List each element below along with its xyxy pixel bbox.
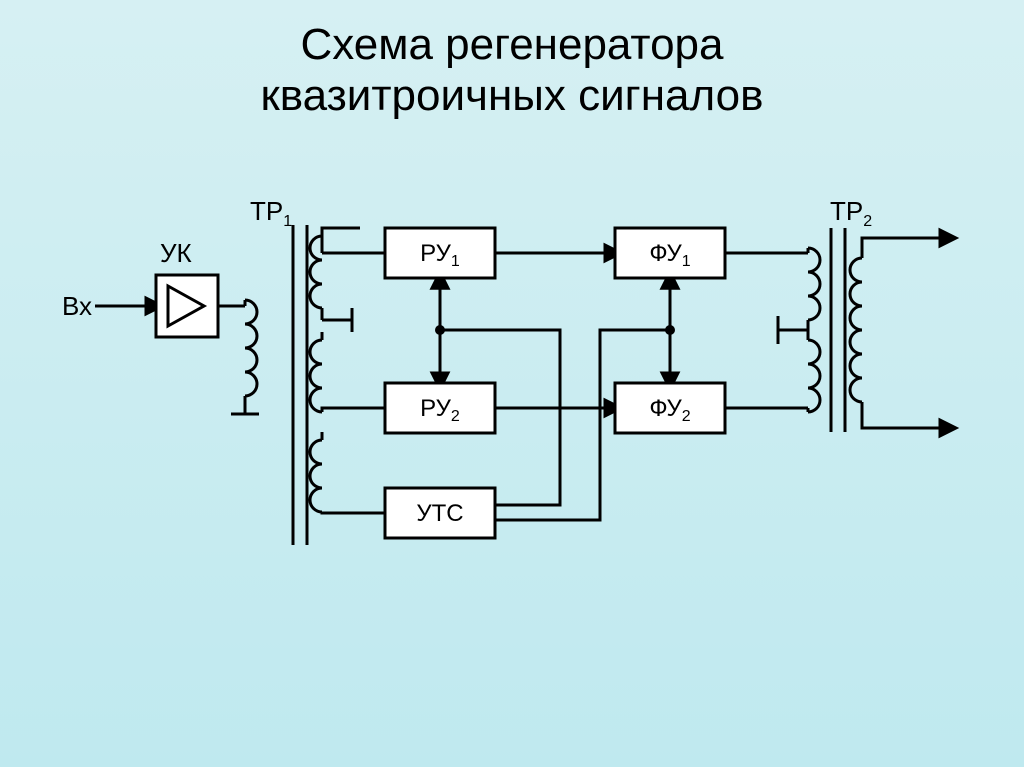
block-uk (156, 275, 218, 337)
title-line1: Схема регенератора (300, 20, 723, 69)
title-line2: квазитроичных сигналов (260, 71, 763, 120)
slide-title: Схема регенератора квазитроичных сигнало… (0, 20, 1024, 121)
label-uk: УК (160, 238, 192, 268)
label-input: Вх (62, 291, 92, 321)
slide: Вх УК ТР1 ТР2 РУ1 РУ2 ФУ1 ФУ2 УТС Схем (0, 0, 1024, 767)
text-uts: УТС (416, 500, 463, 527)
